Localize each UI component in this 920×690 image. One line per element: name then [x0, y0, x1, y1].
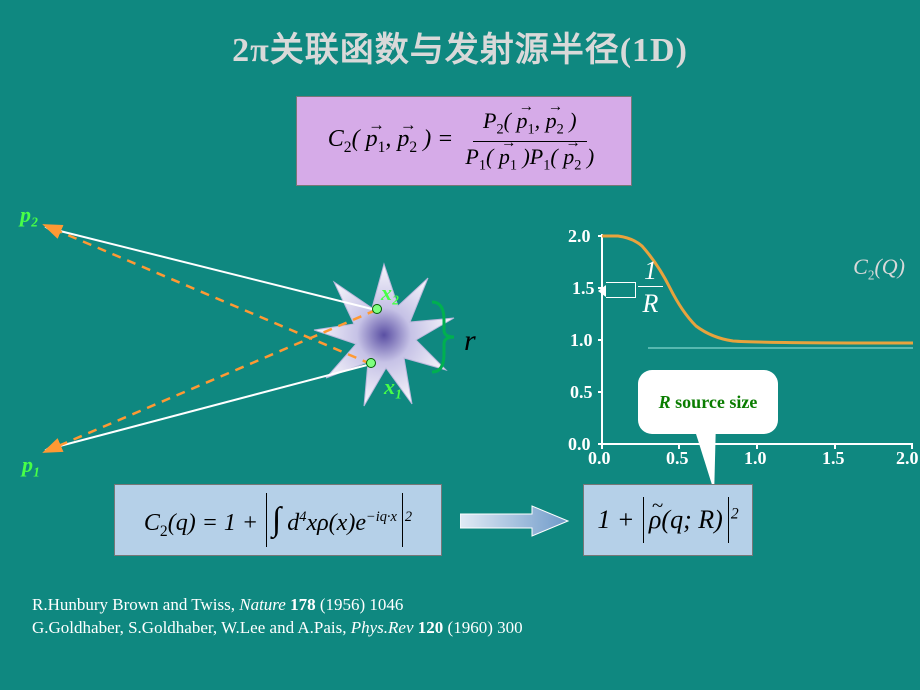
references: R.Hunbury Brown and Twiss, Nature 178 (1… — [32, 594, 523, 640]
label-x2: x₂ — [381, 280, 400, 306]
equation-c2q-integral: C2(q) = 1 + ∫ d4xρ(x)e−iq·x2 — [114, 484, 442, 556]
implies-arrow-icon — [460, 504, 570, 538]
xtick-3: 1.5 — [822, 448, 845, 469]
source-point-x1 — [366, 358, 376, 368]
width-marker-icon — [606, 282, 636, 298]
xtick-4: 2.0 — [896, 448, 919, 469]
bracket-icon — [430, 300, 456, 374]
emission-diagram: p₂ p₁ x₂ x₁ r — [14, 196, 484, 476]
xtick-1: 0.5 — [666, 448, 689, 469]
label-p2: p₂ — [20, 202, 39, 228]
xtick-2: 1.0 — [744, 448, 767, 469]
ref-line-2: G.Goldhaber, S.Goldhaber, W.Lee and A.Pa… — [32, 617, 523, 640]
chart-y-label: C2(Q) — [853, 254, 905, 283]
ytick-2: 1.0 — [570, 330, 593, 351]
callout-source-size: R source size — [638, 370, 778, 434]
label-r: r — [464, 324, 476, 358]
ytick-4: 2.0 — [568, 226, 591, 247]
equation-c2-definition: C2( p1, p2 ) = P2( p1, p2 ) P1( p1 )P1( … — [296, 96, 632, 186]
one-over-R-annotation: 1 R — [638, 256, 663, 319]
slide-title: 2π关联函数与发射源半径(1D) — [0, 22, 920, 71]
xtick-0: 0.0 — [588, 448, 611, 469]
label-p1: p₁ — [22, 452, 41, 478]
equation-rho-tilde: 1 + ρ(q; R)2 — [583, 484, 753, 556]
ytick-3: 1.5 — [572, 278, 595, 299]
label-x1: x₁ — [384, 374, 403, 400]
ref-line-1: R.Hunbury Brown and Twiss, Nature 178 (1… — [32, 594, 523, 617]
ytick-1: 0.5 — [570, 382, 593, 403]
